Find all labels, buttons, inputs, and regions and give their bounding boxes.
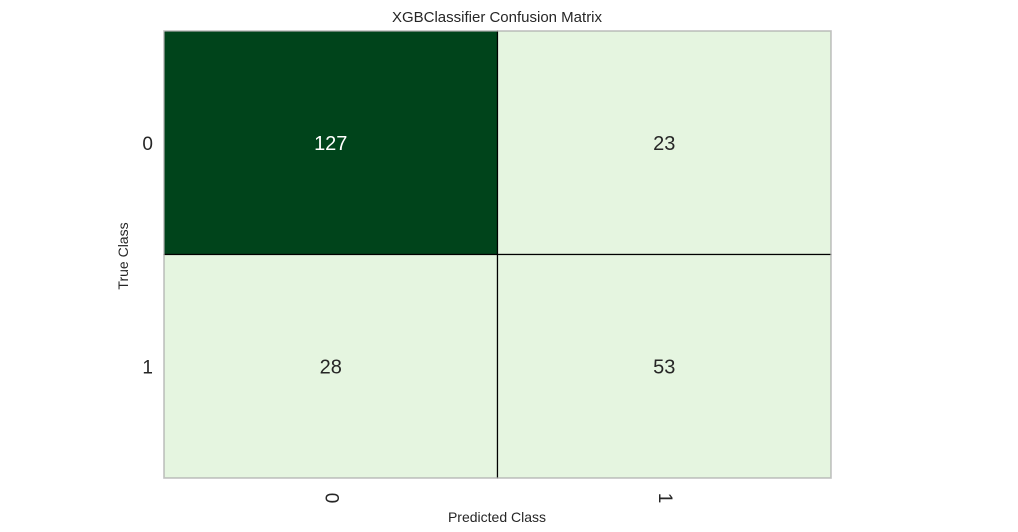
heatmap-cell-labels: 127 23 28 53 <box>314 133 675 379</box>
x-tick-label-1: 1 <box>654 493 675 504</box>
chart-title: XGBClassifier Confusion Matrix <box>392 9 603 26</box>
y-tick-labels: 01 <box>142 134 153 379</box>
y-tick-label-1: 1 <box>142 357 153 378</box>
cell-value-label-r1-c1: 53 <box>653 356 675 378</box>
y-axis-label: True Class <box>115 222 131 289</box>
plot-frame <box>163 30 832 479</box>
cell-value-label-r0-c0: 127 <box>314 133 347 155</box>
y-tick-label-0: 0 <box>142 134 153 155</box>
cell-value-label-r1-c0: 28 <box>320 356 342 378</box>
heatmap-cell-r0-c0 <box>163 30 499 256</box>
heatmap-cell-r0-c1 <box>496 30 832 256</box>
cell-value-label-r0-c1: 23 <box>653 133 675 155</box>
heatmap-cells <box>163 30 832 479</box>
x-tick-label-0: 0 <box>320 493 341 504</box>
x-axis-label: Predicted Class <box>448 509 546 525</box>
heatmap-cell-r1-c0 <box>163 253 499 479</box>
heatmap-cell-r1-c1 <box>496 253 832 479</box>
